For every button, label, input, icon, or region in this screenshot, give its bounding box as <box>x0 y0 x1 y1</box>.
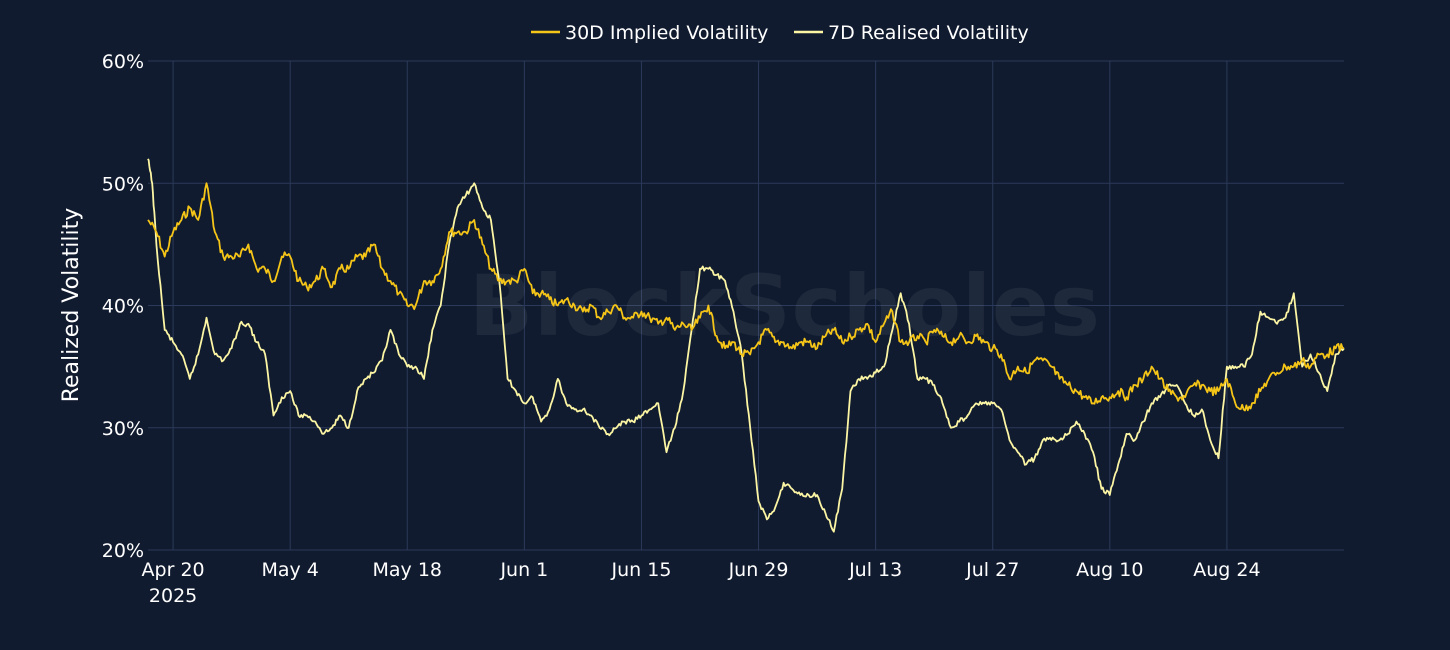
legend-label: 7D Realised Volatility <box>828 22 1029 44</box>
y-tick-label: 50% <box>102 173 144 195</box>
x-tick-label: Jun 29 <box>728 559 789 581</box>
y-axis-title: Realized Volatility <box>59 208 84 403</box>
x-tick-year-label: 2025 <box>149 585 197 607</box>
series-line-implied-volatility <box>147 182 1345 412</box>
legend-item-implied-volatility[interactable]: 30D Implied Volatility <box>531 22 768 44</box>
watermark-logo: BlockScholes <box>469 257 1101 355</box>
x-tick-label: May 4 <box>261 559 318 581</box>
x-tick-label: Jun 1 <box>499 559 548 581</box>
x-tick-label: Apr 20 <box>142 559 205 581</box>
x-axis-ticks: Apr 20 2025 May 4 May 18 Jun 1 Jun 15 Jun 29 Ju… <box>142 559 1261 607</box>
y-axis-ticks: 20% 30% 40% 50% 60% <box>102 51 144 562</box>
legend-label: 30D Implied Volatility <box>565 22 768 44</box>
legend[interactable]: 30D Implied Volatility 7D Realised Volati… <box>531 22 1029 44</box>
x-tick-label: Aug 24 <box>1193 559 1260 581</box>
gridlines <box>148 60 1344 551</box>
x-tick-label: Jun 15 <box>611 559 672 581</box>
legend-item-realised-volatility[interactable]: 7D Realised Volatility <box>794 22 1029 44</box>
y-tick-label: 20% <box>102 540 144 562</box>
x-tick-label: Jul 13 <box>848 559 902 581</box>
y-tick-label: 60% <box>102 51 144 73</box>
y-tick-label: 30% <box>102 418 144 440</box>
x-tick-label: Jul 27 <box>965 559 1019 581</box>
x-tick-label: Aug 10 <box>1076 559 1143 581</box>
y-tick-label: 40% <box>102 296 144 318</box>
series-lines <box>147 158 1345 533</box>
x-tick-label: May 18 <box>373 559 443 581</box>
